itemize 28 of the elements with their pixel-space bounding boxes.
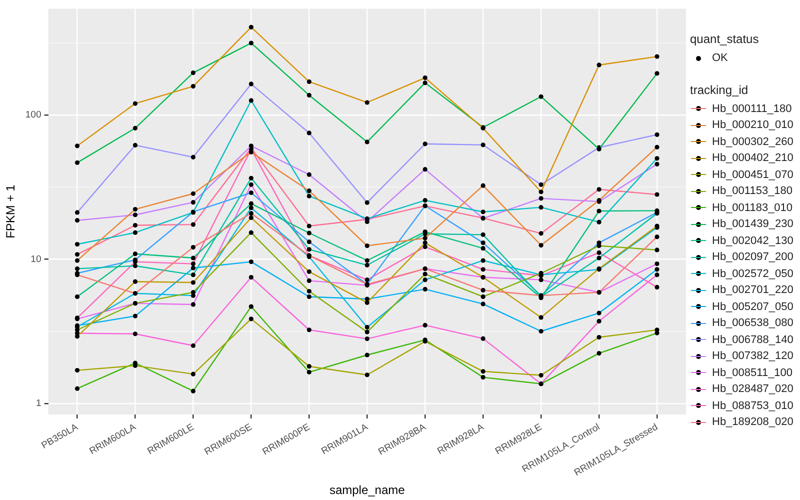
legend-label: Hb_006538_080 — [712, 317, 794, 330]
legend-label: Hb_189208_020 — [712, 416, 794, 428]
legend-label: Hb_006788_140 — [712, 334, 794, 346]
legend-label: Hb_002701_220 — [712, 284, 794, 296]
legend-label: Hb_001153_180 — [712, 185, 793, 198]
y-tick-label: 100 — [25, 110, 42, 121]
y-tick-label: 10 — [30, 254, 42, 265]
legend-label: Hb_000111_180 — [712, 102, 792, 115]
text: quant_status — [690, 32, 760, 46]
legend-label: Hb_001183_010 — [712, 202, 793, 214]
legend-label: Hb_088753_010 — [712, 400, 794, 412]
y-axis-title: FPKM + 1 — [4, 184, 18, 238]
legend-label: Hb_000210_010 — [712, 119, 794, 132]
text: OK — [712, 52, 728, 64]
legend-label: Hb_005207_050 — [712, 300, 794, 313]
legend-label: Hb_000402_210 — [712, 152, 794, 164]
legend-label: Hb_000451_070 — [712, 168, 794, 181]
legend-label: Hb_000302_260 — [712, 136, 794, 148]
legend-label: Hb_001439_230 — [712, 218, 794, 230]
legend-label: Hb_002097_200 — [712, 251, 794, 264]
legend-title: tracking_id — [690, 82, 750, 96]
x-axis-title: sample_name — [329, 483, 406, 498]
y-tick-label: 1 — [36, 398, 42, 410]
legend-label: Hb_002572_050 — [712, 268, 794, 280]
legend-label: Hb_008511_100 — [712, 366, 793, 379]
legend-label: Hb_007382_120 — [712, 350, 794, 362]
legend-label: Hb_002042_130 — [712, 234, 794, 247]
legend-label: Hb_028487_020 — [712, 383, 794, 396]
